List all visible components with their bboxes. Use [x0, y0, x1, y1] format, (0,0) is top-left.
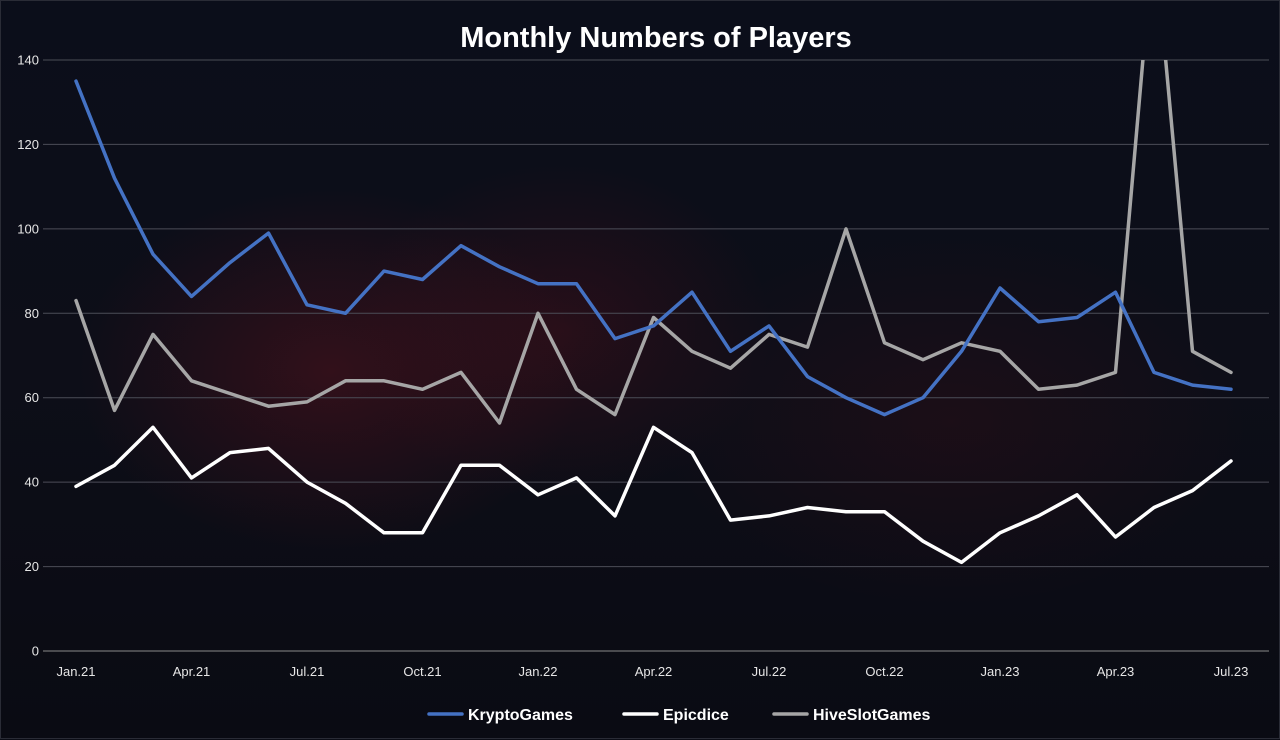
chart-title: Monthly Numbers of Players	[460, 22, 852, 54]
legend: KryptoGames Epicdice HiveSlotGames	[427, 707, 930, 724]
y-tick-label: 120	[17, 137, 39, 152]
x-tick-label: Jul.23	[1214, 664, 1249, 679]
x-tick-label: Jul.21	[290, 664, 325, 679]
x-tick-label: Oct.22	[865, 664, 903, 679]
series-line-epicdice	[74, 425, 1233, 565]
y-axis-ticks: 0 20 40 60 80 100 120 140	[17, 53, 39, 659]
legend-label-epicdice: Epicdice	[663, 707, 729, 724]
series-line-hiveslotgames	[74, 60, 1233, 425]
x-tick-label: Jan.21	[56, 664, 95, 679]
y-tick-label: 80	[25, 306, 39, 321]
grid-lines	[43, 59, 1269, 652]
series-lines	[74, 60, 1233, 565]
y-tick-label: 40	[25, 475, 39, 490]
y-tick-label: 140	[17, 53, 39, 68]
x-tick-label: Jan.23	[980, 664, 1019, 679]
x-axis-ticks: Jan.21 Apr.21 Jul.21 Oct.21 Jan.22 Apr.22 Jul.…	[56, 664, 1248, 679]
x-tick-label: Jul.22	[752, 664, 787, 679]
legend-label-kryptogames: KryptoGames	[468, 707, 573, 724]
x-tick-label: Apr.21	[173, 664, 211, 679]
y-tick-label: 20	[25, 559, 39, 574]
y-tick-label: 100	[17, 221, 39, 236]
x-tick-label: Jan.22	[518, 664, 557, 679]
y-tick-label: 60	[25, 390, 39, 405]
x-tick-label: Oct.21	[403, 664, 441, 679]
x-tick-label: Apr.23	[1097, 664, 1135, 679]
y-tick-label: 0	[32, 644, 39, 659]
x-tick-label: Apr.22	[635, 664, 673, 679]
series-line-kryptogames	[74, 79, 1233, 417]
legend-label-hiveslotgames: HiveSlotGames	[813, 707, 930, 724]
